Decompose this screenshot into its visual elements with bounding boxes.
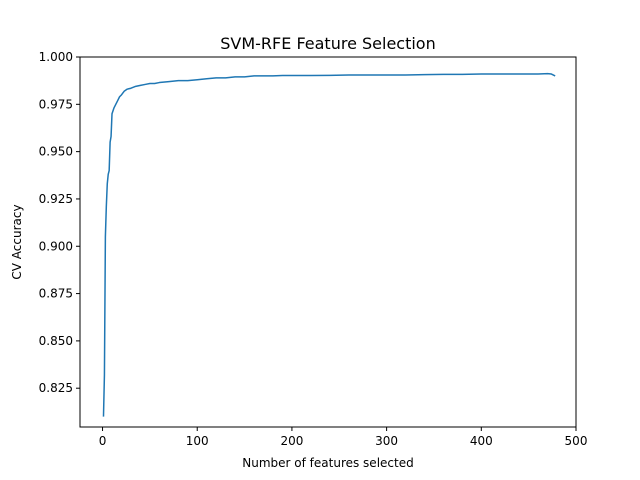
- y-axis-label: CV Accuracy: [10, 204, 24, 279]
- plot-area: [102, 72, 556, 417]
- y-tick-label: 0.975: [39, 97, 73, 111]
- x-tick-label: 400: [470, 434, 493, 448]
- x-axis: 0 100 200 300 400 500: [99, 427, 588, 448]
- x-axis-label: Number of features selected: [242, 456, 413, 470]
- axes-frame: [79, 56, 577, 428]
- series-line: [102, 72, 556, 417]
- y-tick-label: 0.875: [39, 287, 73, 301]
- x-tick-label: 300: [375, 434, 398, 448]
- x-tick-label: 100: [186, 434, 209, 448]
- x-tick-label: 500: [565, 434, 588, 448]
- y-tick-label: 0.950: [39, 145, 73, 159]
- y-tick-label: 0.900: [39, 239, 73, 253]
- y-tick-label: 0.850: [39, 334, 73, 348]
- x-tick-label: 0: [99, 434, 107, 448]
- y-tick-label: 1.000: [39, 50, 73, 64]
- y-tick-label: 0.925: [39, 192, 73, 206]
- chart-title: SVM-RFE Feature Selection: [220, 34, 435, 53]
- y-axis: 0.825 0.850 0.875 0.900 0.925 0.950 0.975 1.000: [39, 50, 80, 395]
- y-tick-label: 0.825: [39, 381, 73, 395]
- x-tick-label: 200: [280, 434, 303, 448]
